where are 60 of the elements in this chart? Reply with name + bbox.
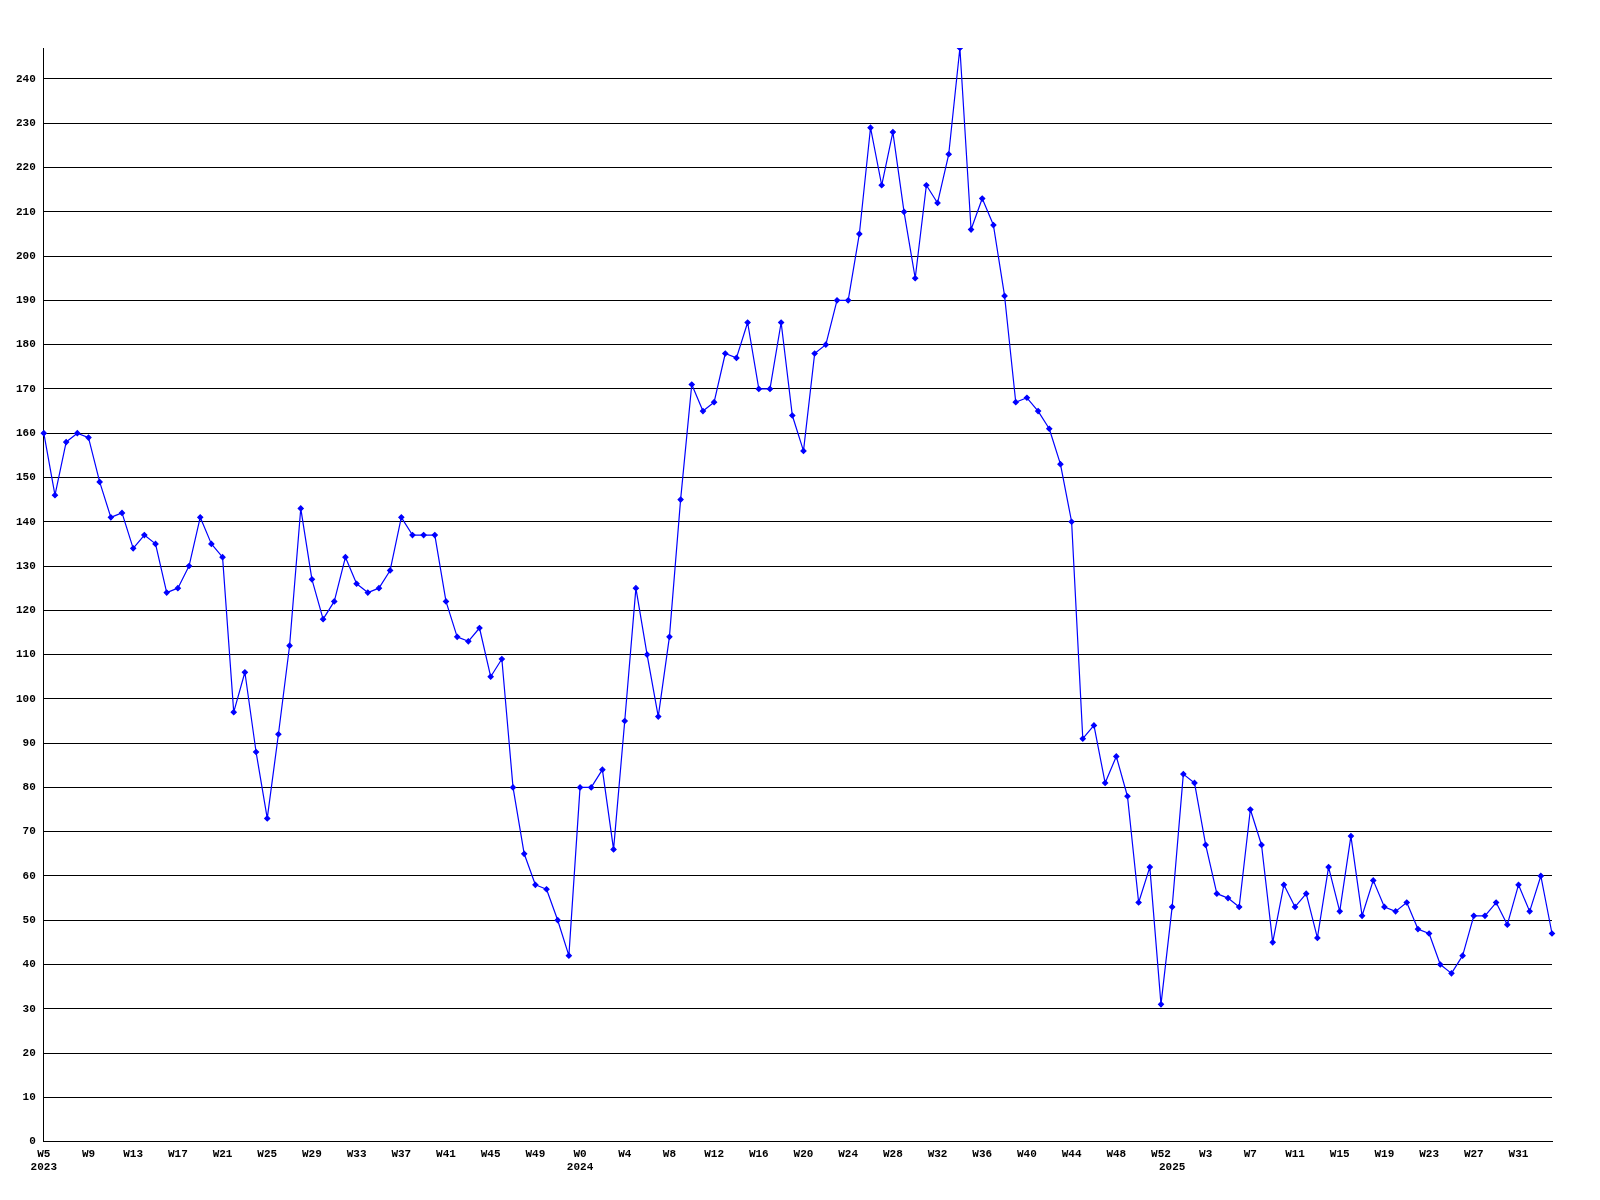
y-tick-label: 240 <box>15 72 36 85</box>
y-tick-label: 230 <box>15 117 36 130</box>
x-tick-label: W24 <box>838 1147 859 1160</box>
y-tick-label: 120 <box>15 604 36 617</box>
x-tick-label: W5 2023 <box>30 1147 58 1174</box>
x-tick-label: W33 <box>346 1147 367 1160</box>
y-tick-label: 100 <box>15 692 36 705</box>
x-tick-label: W49 <box>525 1147 546 1160</box>
y-tick-label: 80 <box>22 781 36 794</box>
x-tick-label: W37 <box>391 1147 412 1160</box>
x-tick-label: W27 <box>1463 1147 1484 1160</box>
x-tick-label: W25 <box>257 1147 278 1160</box>
x-tick-label: W9 <box>81 1147 96 1160</box>
y-tick-label: 210 <box>15 205 36 218</box>
x-tick-label: W45 <box>480 1147 501 1160</box>
x-tick-label: W31 <box>1508 1147 1529 1160</box>
x-tick-label: W29 <box>302 1147 322 1160</box>
x-tick-label: W28 <box>882 1147 904 1160</box>
x-tick-label: W48 <box>1106 1147 1127 1160</box>
y-tick-label: 220 <box>15 161 36 174</box>
x-tick-label: W36 <box>972 1147 993 1160</box>
x-tick-label: W19 <box>1374 1147 1395 1160</box>
x-tick-label: W44 <box>1061 1147 1082 1160</box>
x-tick-label: W20 <box>793 1147 814 1160</box>
x-tick-label: W32 <box>927 1147 948 1160</box>
y-tick-label: 160 <box>15 426 36 439</box>
y-tick-label: 10 <box>22 1091 36 1104</box>
x-tick-label: W15 <box>1329 1147 1351 1160</box>
x-tick-label: 2025 <box>1158 1161 1186 1174</box>
y-tick-label: 190 <box>15 294 36 307</box>
x-tick-label: W23 <box>1419 1147 1440 1160</box>
y-tick-label: 130 <box>15 559 36 572</box>
y-tick-label: 110 <box>15 648 36 661</box>
x-tick-label: W0 2024 <box>566 1147 594 1174</box>
y-tick-label: 90 <box>22 736 36 749</box>
y-tick-label: 200 <box>15 249 36 262</box>
x-tick-label: W41 <box>436 1147 457 1160</box>
x-tick-label: W17 <box>167 1147 188 1160</box>
y-tick-label: 150 <box>15 471 36 484</box>
x-tick-label: W3 <box>1199 1147 1213 1160</box>
x-tick-label: W13 <box>123 1147 144 1160</box>
y-tick-label: 60 <box>22 869 36 882</box>
y-tick-label: 20 <box>22 1046 36 1059</box>
y-tick-label: 140 <box>15 515 36 528</box>
y-tick-label: 70 <box>22 825 36 838</box>
x-tick-label: W4 <box>618 1147 632 1160</box>
y-tick-label: 30 <box>22 1002 36 1015</box>
x-tick-label: W40 <box>1017 1147 1037 1160</box>
x-tick-label: W11 <box>1285 1147 1306 1160</box>
x-tick-label: W16 <box>748 1147 769 1160</box>
y-tick-label: 40 <box>22 958 36 971</box>
y-tick-label: 180 <box>15 338 36 351</box>
x-tick-label: W8 <box>662 1147 677 1160</box>
x-tick-label: W52 <box>1151 1147 1171 1160</box>
x-tick-label: W21 <box>212 1147 233 1160</box>
x-tick-label: W7 <box>1243 1147 1257 1160</box>
y-tick-label: 170 <box>15 382 36 395</box>
y-tick-label: 50 <box>22 913 36 926</box>
y-tick-label: 0 <box>29 1135 36 1148</box>
x-tick-label: W12 <box>704 1147 725 1160</box>
